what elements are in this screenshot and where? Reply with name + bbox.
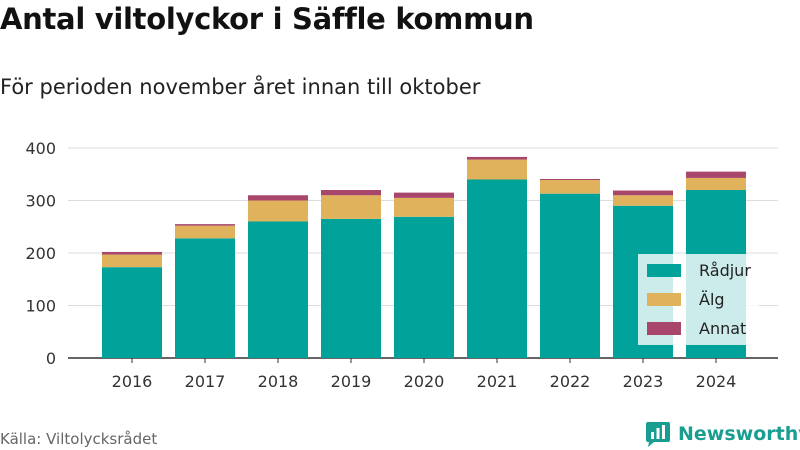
bar-segment-rdjur-2021 (467, 179, 527, 358)
x-tick-label: 2019 (331, 372, 372, 391)
bar-segment-rdjur-2019 (321, 218, 381, 358)
legend-label: Rådjur (699, 261, 751, 280)
y-tick-label: 200 (25, 244, 56, 263)
chart-title: Antal viltolyckor i Säffle kommun (0, 2, 534, 36)
bar-segment-lg-2023 (613, 195, 673, 206)
y-tick-label: 300 (25, 192, 56, 211)
chart-subtitle: För perioden november året innan till ok… (0, 75, 481, 99)
x-tick-label: 2022 (550, 372, 591, 391)
newsworthy-logo: Newsworthy (644, 420, 800, 448)
x-tick-label: 2020 (404, 372, 445, 391)
bar-segment-rdjur-2020 (394, 216, 454, 358)
bar-segment-annat-2020 (394, 192, 454, 198)
source-note: Källa: Viltolycksrådet (0, 430, 158, 448)
bar-segment-lg-2017 (175, 225, 235, 239)
x-tick-label: 2023 (623, 372, 664, 391)
legend-swatch (647, 293, 681, 306)
legend-swatch (647, 264, 681, 277)
bar-segment-rdjur-2017 (175, 238, 235, 358)
bar-segment-lg-2019 (321, 195, 381, 219)
bar-segment-lg-2022 (540, 180, 600, 194)
bar-segment-rdjur-2022 (540, 193, 600, 358)
bar-segment-rdjur-2016 (102, 267, 162, 358)
bar-segment-annat-2023 (613, 190, 673, 196)
legend-label: Älg (699, 290, 725, 309)
bar-segment-lg-2016 (102, 254, 162, 268)
bar-segment-rdjur-2018 (248, 221, 308, 358)
x-tick-label: 2017 (185, 372, 226, 391)
bar-segment-lg-2020 (394, 197, 454, 217)
bar-segment-annat-2018 (248, 195, 308, 201)
x-tick-label: 2024 (696, 372, 737, 391)
bar-segment-annat-2021 (467, 156, 527, 160)
bar-segment-annat-2024 (686, 171, 746, 178)
bar-segment-annat-2016 (102, 251, 162, 255)
bar-segment-annat-2019 (321, 190, 381, 196)
bar-segment-lg-2018 (248, 200, 308, 222)
y-axis-ticks: 0 100 200 300 400 (25, 139, 56, 368)
y-tick-label: 100 (25, 297, 56, 316)
legend: Rådjur Älg Annat (638, 254, 759, 345)
y-tick-label: 0 (46, 349, 56, 368)
brand-name: Newsworthy (678, 423, 800, 445)
x-tick-label: 2021 (477, 372, 518, 391)
bar-segment-annat-2022 (540, 178, 600, 181)
bar-segment-lg-2021 (467, 159, 527, 180)
x-tick-label: 2018 (258, 372, 299, 391)
bar-segment-lg-2024 (686, 177, 746, 190)
legend-label: Annat (699, 319, 746, 338)
bar-segment-annat-2017 (175, 224, 235, 226)
bar-chart-icon (646, 422, 670, 447)
x-tick-label: 2016 (112, 372, 153, 391)
x-axis-ticks: 2016 2017 2018 2019 2020 2021 2022 2023 2024 (112, 358, 737, 391)
y-tick-label: 400 (25, 139, 56, 158)
legend-swatch (647, 322, 681, 335)
